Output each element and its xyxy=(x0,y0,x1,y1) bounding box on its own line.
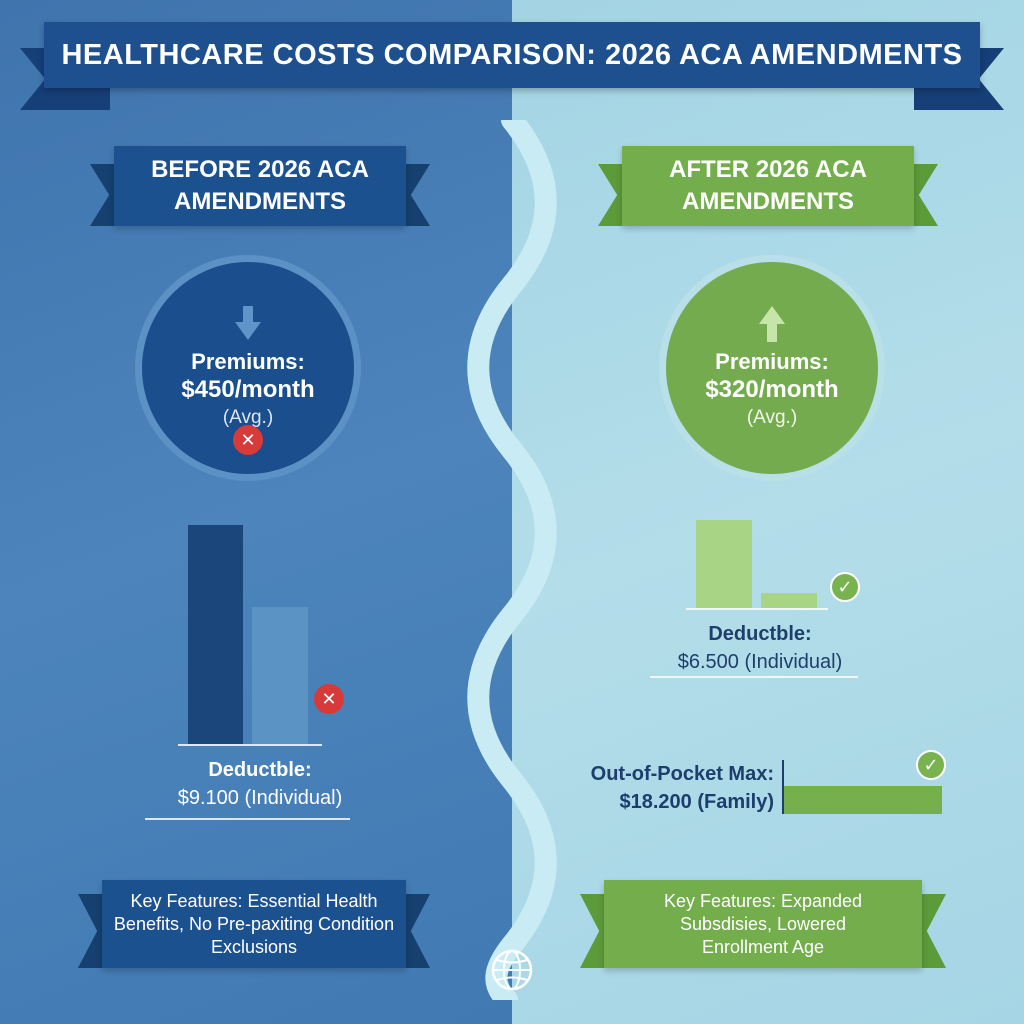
after-features-band: Key Features: Expanded Subsdisies, Lower… xyxy=(604,880,922,968)
before-deductible: Deductble: $9.100 (Individual) xyxy=(120,756,400,812)
after-bar-short xyxy=(761,593,817,608)
after-heading: AFTER 2026 ACA AMENDMENTS xyxy=(669,156,867,215)
before-bar-axis xyxy=(178,744,322,746)
before-deductible-value: $9.100 (Individual) xyxy=(177,787,343,809)
wave-divider xyxy=(467,120,557,1000)
after-oop-bar xyxy=(784,786,942,814)
globe-icon xyxy=(491,949,533,991)
x-icon: ✕ xyxy=(233,425,263,455)
after-premium-note: (Avg.) xyxy=(746,406,798,428)
check-icon: ✓ xyxy=(830,572,860,602)
before-premium-note: (Avg.) xyxy=(222,406,274,428)
after-premium-circle: Premiums: $320/month (Avg.) xyxy=(666,262,878,474)
after-deductible-label: Deductble: xyxy=(708,623,812,645)
before-divider xyxy=(145,818,350,820)
before-heading-band: BEFORE 2026 ACA AMENDMENTS xyxy=(114,146,406,226)
after-heading-banner: AFTER 2026 ACA AMENDMENTS xyxy=(598,146,938,236)
x-icon: ✕ xyxy=(314,684,344,714)
before-heading: BEFORE 2026 ACA AMENDMENTS xyxy=(151,156,369,215)
after-oop-axis xyxy=(782,760,784,814)
before-features-band: Key Features: Essential Health Benefits,… xyxy=(102,880,406,968)
after-features-text: Key Features: Expanded Subsdisies, Lower… xyxy=(663,890,863,957)
after-divider xyxy=(650,676,858,678)
before-features-text: Key Features: Essential Health Benefits,… xyxy=(113,890,395,957)
before-premium-circle: Premiums: $450/month (Avg.) xyxy=(142,262,354,474)
after-heading-band: AFTER 2026 ACA AMENDMENTS xyxy=(622,146,914,226)
after-deductible-value: $6.500 (Individual) xyxy=(677,651,843,673)
after-premium-label: Premiums: xyxy=(715,348,829,374)
arrow-down-icon xyxy=(235,305,261,340)
title-banner-band: HEALTHCARE COSTS COMPARISON: 2026 ACA AM… xyxy=(44,22,980,88)
before-bar-light xyxy=(252,607,308,745)
check-icon: ✓ xyxy=(916,750,946,780)
before-bar-dark xyxy=(188,525,243,745)
after-features-banner: Key Features: Expanded Subsdisies, Lower… xyxy=(580,880,946,976)
before-deductible-label: Deductble: xyxy=(208,759,312,781)
after-deductible: Deductble: $6.500 (Individual) xyxy=(610,620,910,676)
after-oop-value: $18.200 (Family) xyxy=(619,791,774,813)
after-oop-label: Out-of-Pocket Max: xyxy=(590,763,774,785)
after-bar-tall xyxy=(696,520,752,608)
before-premium-value: $450/month xyxy=(181,375,315,403)
before-features-banner: Key Features: Essential Health Benefits,… xyxy=(78,880,430,976)
before-heading-banner: BEFORE 2026 ACA AMENDMENTS xyxy=(90,146,430,236)
before-premium-label: Premiums: xyxy=(191,348,305,374)
after-oop: Out-of-Pocket Max: $18.200 (Family) xyxy=(560,760,774,816)
after-premium-value: $320/month xyxy=(705,375,839,403)
arrow-up-icon xyxy=(759,305,785,342)
page-title: HEALTHCARE COSTS COMPARISON: 2026 ACA AM… xyxy=(61,38,963,71)
after-bar-axis xyxy=(686,608,828,610)
title-banner: HEALTHCARE COSTS COMPARISON: 2026 ACA AM… xyxy=(20,22,1004,114)
